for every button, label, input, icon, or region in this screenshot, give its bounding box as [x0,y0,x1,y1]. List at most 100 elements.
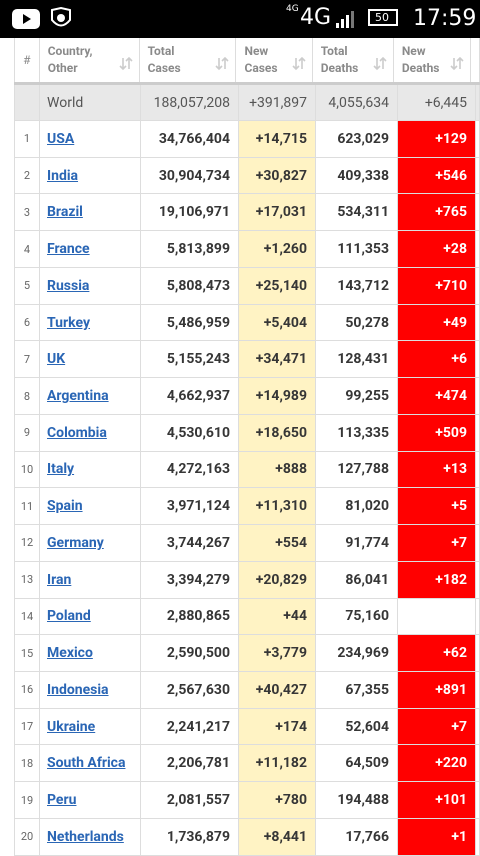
total-deaths-cell: 234,969 [316,635,398,672]
country-cell: Iran [40,561,141,598]
cell [476,341,480,378]
sort-icon [292,57,306,71]
new-deaths-cell: +220 [398,745,476,782]
rank-cell: 17 [14,708,40,745]
cell [476,561,480,598]
youtube-icon [12,9,40,29]
header-cell: # [14,38,40,82]
country-link[interactable]: Russia [47,277,90,294]
country-link[interactable]: Iran [47,571,72,588]
cell [476,488,480,525]
new-cases-cell: +18,650 [239,414,316,451]
country-row: 8 Argentina 4,662,937 +14,989 99,255 +474 [14,378,480,415]
header-label: Country, Other [47,44,93,75]
new-deaths-cell: +101 [398,782,476,818]
country-link[interactable]: Ukraine [47,718,96,735]
total-cases-cell: 3,744,267 [141,525,239,561]
header-cell[interactable]: New Deaths [393,38,472,82]
country-link[interactable]: Indonesia [47,681,109,698]
country-link[interactable]: Netherlands [47,828,124,845]
country-cell: Germany [40,525,141,561]
rank-cell: 18 [14,745,40,782]
rank-cell: 3 [14,194,40,231]
country-link[interactable]: France [47,241,90,258]
country-link[interactable]: Poland [47,608,91,625]
new-deaths-cell: +28 [398,231,476,267]
world-cell: World [40,85,141,120]
country-row: 16 Indonesia 2,567,630 +40,427 67,355 +891 [14,672,480,709]
new-cases-cell: +11,310 [239,488,316,525]
header-label: New Deaths [401,44,440,75]
country-link[interactable]: India [47,167,79,184]
signal-icon [336,11,354,28]
country-link[interactable]: Turkey [47,314,90,331]
country-link[interactable]: UK [47,351,66,368]
rank-cell: 20 [14,818,40,855]
network: 4G [300,5,332,30]
total-deaths-cell: 127,788 [316,451,398,488]
country-link[interactable]: South Africa [47,755,126,772]
new-cases-cell: +888 [239,451,316,488]
new-cases-cell: +174 [239,708,316,745]
new-cases-cell: +11,182 [239,745,316,782]
cell [476,525,480,561]
header-cell[interactable]: Total Deaths [312,38,394,82]
world-row: World 188,057,208 +391,897 4,055,634 +6,445 [14,85,480,121]
total-deaths-cell: 113,335 [316,414,398,451]
country-row: 18 South Africa 2,206,781 +11,182 64,509 +220 [14,745,480,783]
new-cases-cell: +44 [239,598,316,635]
total-cases-cell: 5,155,243 [141,341,239,378]
header-cell[interactable]: Total Cases [139,38,237,82]
country-link[interactable]: Colombia [47,424,107,441]
new-cases-cell: +3,779 [239,635,316,672]
sort-icon [118,57,133,71]
network-small: 4G [286,4,299,14]
country-link[interactable]: USA [47,130,75,147]
header-cell[interactable]: Country, Other [39,38,140,82]
header-cell[interactable]: New Cases [236,38,313,82]
country-cell: Netherlands [40,818,141,855]
new-deaths-cell: +6 [398,341,476,378]
country-cell: Turkey [40,304,141,341]
country-cell: Mexico [40,635,141,672]
world-cell: 188,057,208 [141,85,239,120]
country-link[interactable]: Peru [47,792,77,809]
header-label: Total Deaths [320,44,359,75]
rank-cell: 11 [14,488,40,525]
new-cases-cell: +554 [239,525,316,561]
total-cases-cell: 4,272,163 [141,451,239,488]
new-deaths-cell: +1 [398,818,476,855]
country-link[interactable]: Brazil [47,204,83,221]
clock: 17:59 [413,6,477,31]
rank-cell: 10 [14,451,40,488]
total-cases-cell: 5,813,899 [141,231,239,267]
country-row: 2 India 30,904,734 +30,827 409,338 +546 [14,157,480,195]
country-link[interactable]: Germany [47,534,104,551]
rank-cell: 4 [14,231,40,267]
cell [476,745,480,782]
country-cell: Argentina [40,378,141,414]
battery-icon [368,9,398,26]
total-cases-cell: 2,206,781 [141,745,239,782]
total-cases-cell: 2,590,500 [141,635,239,672]
total-cases-cell: 34,766,404 [141,121,239,157]
country-row: 17 Ukraine 2,241,217 +174 52,604 +7 [14,708,480,746]
total-cases-cell: 3,394,279 [141,561,239,598]
country-link[interactable]: Argentina [47,388,109,404]
country-row: 1 USA 34,766,404 +14,715 623,029 +129 [14,121,480,158]
country-row: 20 Netherlands 1,736,879 +8,441 17,766 +1 [14,818,480,856]
rank-cell: 2 [14,157,40,194]
rank-cell: 13 [14,561,40,598]
total-cases-cell: 2,241,217 [141,708,239,745]
country-link[interactable]: Italy [47,461,75,478]
cell [476,194,480,231]
country-row: 7 UK 5,155,243 +34,471 128,431 +6 [14,341,480,379]
country-link[interactable]: Spain [47,498,83,515]
new-cases-cell: +34,471 [239,341,316,378]
rank-cell: 8 [14,378,40,414]
country-link[interactable]: Mexico [47,645,93,662]
cell [476,635,480,672]
rank-cell: 16 [14,672,40,708]
new-deaths-cell: +765 [398,194,476,231]
country-cell: Poland [40,598,141,635]
